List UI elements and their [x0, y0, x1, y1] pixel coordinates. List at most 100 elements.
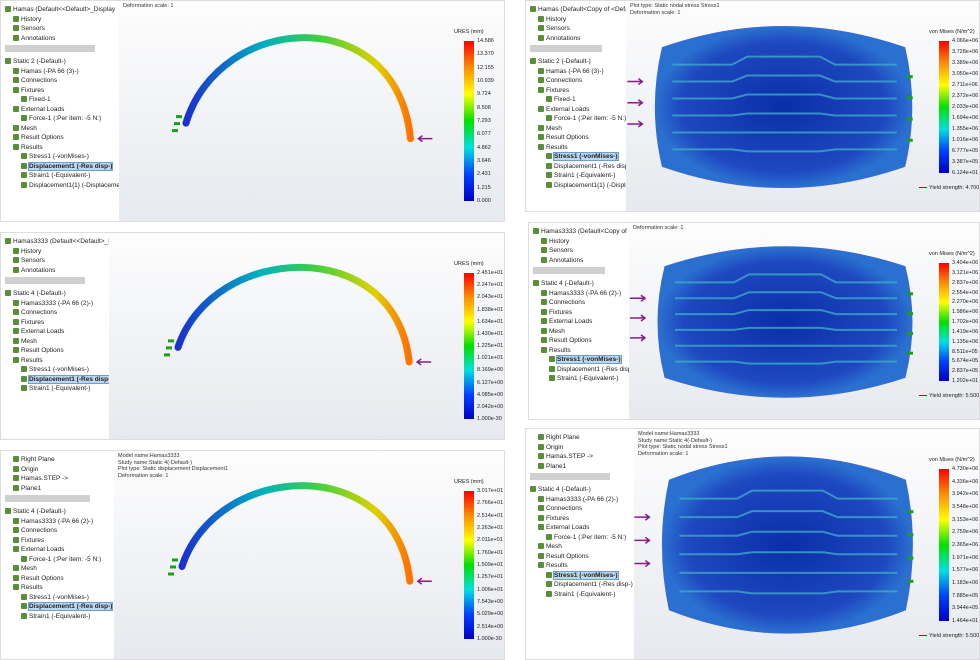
tree-icon	[546, 581, 552, 588]
legend-label: 7.543e+00	[477, 599, 504, 605]
tree-icon	[541, 337, 547, 344]
fixture-marker	[906, 138, 913, 142]
tree-item: Hamas.STEP ->	[526, 452, 636, 461]
tree-label: Mesh	[21, 124, 37, 132]
tree-icon	[13, 34, 19, 41]
feature-tree: Right Plane Origin Hamas.STEP -> Plane1 Stat…	[526, 429, 637, 659]
tree-icon	[541, 237, 547, 244]
tree-icon	[13, 584, 19, 591]
tree-item: Fixed-1	[1, 95, 121, 104]
tree-item: Fixtures	[1, 318, 111, 327]
tree-label: Static 4 (-Default-)	[538, 486, 591, 493]
tree-separator	[530, 473, 610, 480]
tree-item: Right Plane	[526, 433, 636, 442]
legend-title: URES (mm)	[454, 29, 484, 35]
legend-label: 3.389e+06	[952, 60, 979, 66]
tree-label: Force-1 (:Per item: -5 N:)	[29, 555, 102, 563]
study-panel: Hamas (Default<Copy of <Default> History S…	[525, 0, 980, 212]
legend-label: 7.885e+05	[952, 592, 979, 599]
plot-header: Deformation scale: 1	[633, 225, 684, 231]
tree-item: Plane1	[1, 484, 116, 493]
tree-item: Result Options	[1, 346, 111, 355]
plot-header: Model name:Hamas3333	[638, 431, 700, 437]
tree-item: Force-1 (:Per item: -5 N:)	[526, 533, 636, 542]
tree-label: Displacement1 (-Res disp-)	[554, 162, 628, 170]
legend-label: 1.016e+06	[952, 137, 979, 143]
tree-label: Right Plane	[21, 456, 55, 463]
tree-icon	[5, 508, 11, 515]
tree-item: Sensors	[529, 246, 631, 255]
tree-label: Fixed-1	[29, 96, 51, 103]
rib	[672, 148, 897, 153]
rib	[672, 74, 897, 83]
legend-label: 5.029e+00	[477, 611, 504, 618]
tree-item: History	[529, 237, 631, 246]
rib	[679, 510, 898, 519]
fixture-marker	[907, 331, 913, 335]
tree-icon	[21, 375, 27, 382]
legend-label: 2.372e+06	[952, 93, 979, 99]
tree-icon	[13, 574, 19, 581]
legend-label: 2.042e+00	[477, 403, 504, 410]
tree-item: Hamas3333 (-PA 66 (2)-)	[1, 299, 111, 308]
legend-label: 2.043e+01	[477, 294, 504, 301]
tree-label: Sensors	[21, 25, 45, 32]
tree-label: Hamas3333 (-PA 66 (2)-)	[546, 495, 619, 503]
tree-item: Displacement1 (-Res disp-)	[526, 162, 628, 171]
tree-item: Results	[526, 561, 636, 570]
legend-label: 2.033e+06	[952, 104, 979, 110]
tree-label: Force-1 (:Per item: -5 N:)	[29, 115, 102, 122]
legend-label: 1.430e+01	[477, 330, 504, 337]
tree-icon	[538, 562, 544, 569]
tree-icon	[541, 346, 547, 353]
legend-label: 1.577e+06	[952, 567, 979, 574]
tree-label: External Loads	[546, 105, 590, 113]
tree-label: Displacement1 (-Res disp-)	[27, 602, 114, 611]
tree-item: Displacement1 (-Res disp-)	[1, 374, 111, 384]
tree-label: Stress1 (-vonMises-)	[553, 570, 619, 580]
legend-label: 3.153e+06	[952, 516, 979, 523]
feature-tree: Hamas (Default<<Default>_Display History S…	[1, 1, 122, 221]
tree-icon	[21, 181, 27, 188]
tree-icon	[541, 308, 547, 315]
tree-item: Hamas3333 (-PA 66 (2)-)	[526, 495, 636, 504]
tree-icon	[13, 247, 19, 254]
tree-icon	[21, 555, 27, 562]
load-arrow	[634, 559, 651, 568]
tree-icon	[538, 124, 544, 131]
legend-label: 8.169e+00	[477, 367, 504, 374]
model-view	[634, 456, 914, 634]
model-view	[172, 34, 433, 143]
tree-item: Results	[1, 356, 111, 365]
rib	[679, 489, 898, 500]
legend-label: 2.554e+06	[952, 289, 979, 296]
legend-label: 1.760e+01	[477, 549, 504, 556]
tree-label: Hamas3333 (Default<<Default>_Dis	[13, 238, 111, 245]
legend-label: 1.702e+06	[952, 319, 979, 325]
load-arrow	[627, 99, 644, 107]
tree-item: Displacement1 (-Res disp-)	[529, 365, 631, 374]
legend-title: von Mises (N/m^2)	[929, 251, 975, 257]
tree-icon	[538, 134, 544, 141]
tree-label: Hamas (Default<Copy of <Default>	[538, 6, 628, 13]
legend-bar	[939, 41, 949, 173]
tree-icon	[13, 257, 19, 264]
tree-label: Plane1	[546, 462, 567, 470]
tree-icon	[546, 115, 552, 122]
tree-icon	[5, 58, 11, 65]
legend-label: 2.431	[477, 171, 491, 178]
legend-label: 1.838e+01	[477, 306, 504, 313]
tree-icon	[13, 143, 19, 150]
tree-label: Connections	[21, 77, 58, 84]
tree-item: History	[1, 15, 121, 24]
tree-label: Origin	[21, 465, 39, 473]
legend-label: 2.365e+06	[952, 542, 979, 548]
tree-label: Stress1 (-vonMises-)	[29, 366, 89, 373]
tree-item: Fixed-1	[526, 95, 628, 104]
tree-label: Sensors	[21, 257, 45, 264]
legend-label: 6.127e+00	[477, 379, 504, 386]
tree-icon	[546, 181, 552, 188]
load-arrow	[415, 358, 432, 366]
tree-item: Hamas3333 (Default<<Default>_Dis	[1, 237, 111, 246]
load-arrow	[630, 294, 647, 302]
